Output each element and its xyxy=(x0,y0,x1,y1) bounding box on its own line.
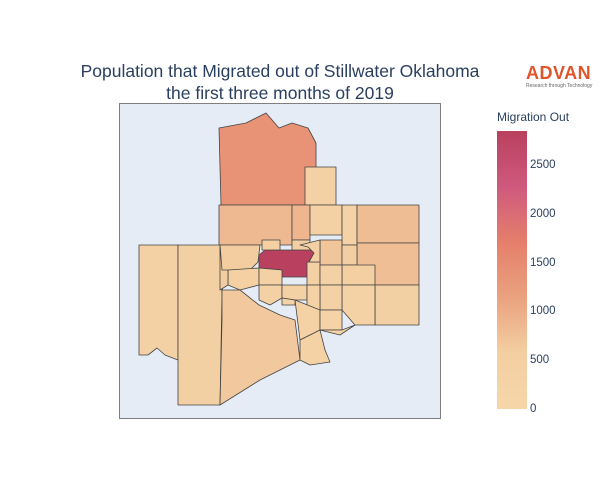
colorbar-gradient xyxy=(497,131,527,409)
colorbar-tick-4: 500 xyxy=(530,354,550,367)
logo-word: ADVAN xyxy=(526,63,592,83)
chart-title: Population that Migrated out of Stillwat… xyxy=(40,60,520,104)
map-region-19[interactable] xyxy=(258,267,283,286)
colorbar-tick-0: 2500 xyxy=(530,159,556,172)
map-region-1[interactable] xyxy=(218,204,293,246)
map-region-14[interactable] xyxy=(374,284,420,326)
map-region-21[interactable] xyxy=(319,264,343,286)
map-region-25[interactable] xyxy=(219,244,229,291)
map-region-18[interactable] xyxy=(227,267,260,291)
map-region-30[interactable] xyxy=(319,309,343,331)
map-region-13[interactable] xyxy=(341,264,376,286)
colorbar-tick-2: 1500 xyxy=(530,256,556,269)
map-region-23[interactable] xyxy=(319,284,343,311)
map-region-12[interactable] xyxy=(341,244,358,266)
advan-logo: ADVAN Research through Technology xyxy=(526,64,592,89)
colorbar-title: Migration Out xyxy=(497,110,570,124)
map-region-11[interactable] xyxy=(319,239,343,266)
colorbar-tick-1: 2000 xyxy=(530,207,556,220)
map-region-8[interactable] xyxy=(177,244,223,406)
map-region-3[interactable] xyxy=(291,204,311,241)
map-region-34[interactable] xyxy=(299,239,321,263)
colorbar-tick-3: 1000 xyxy=(530,305,556,318)
map-region-16[interactable] xyxy=(261,239,281,251)
logo-tagline: Research through Technology xyxy=(526,83,593,89)
title-line-1: Population that Migrated out of Stillwat… xyxy=(80,61,480,81)
map-region-24[interactable] xyxy=(219,289,301,406)
map-region-2[interactable] xyxy=(304,166,337,206)
colorbar-tick-5: 0 xyxy=(530,403,537,415)
map-region-22[interactable] xyxy=(341,284,376,326)
map-regions[interactable] xyxy=(138,112,420,406)
map-region-5[interactable] xyxy=(341,204,358,246)
map-region-33[interactable] xyxy=(281,297,296,306)
map-region-6[interactable] xyxy=(356,204,420,244)
map-region-0[interactable] xyxy=(218,112,317,206)
map-region-26[interactable] xyxy=(258,284,283,306)
map-region-27[interactable] xyxy=(281,284,308,301)
map-region-32[interactable] xyxy=(319,324,356,336)
title-line-2: the first three months of 2019 xyxy=(166,83,394,103)
map-region-7[interactable] xyxy=(138,244,179,361)
map-region-4[interactable] xyxy=(309,204,343,236)
map-region-20[interactable] xyxy=(306,261,321,286)
